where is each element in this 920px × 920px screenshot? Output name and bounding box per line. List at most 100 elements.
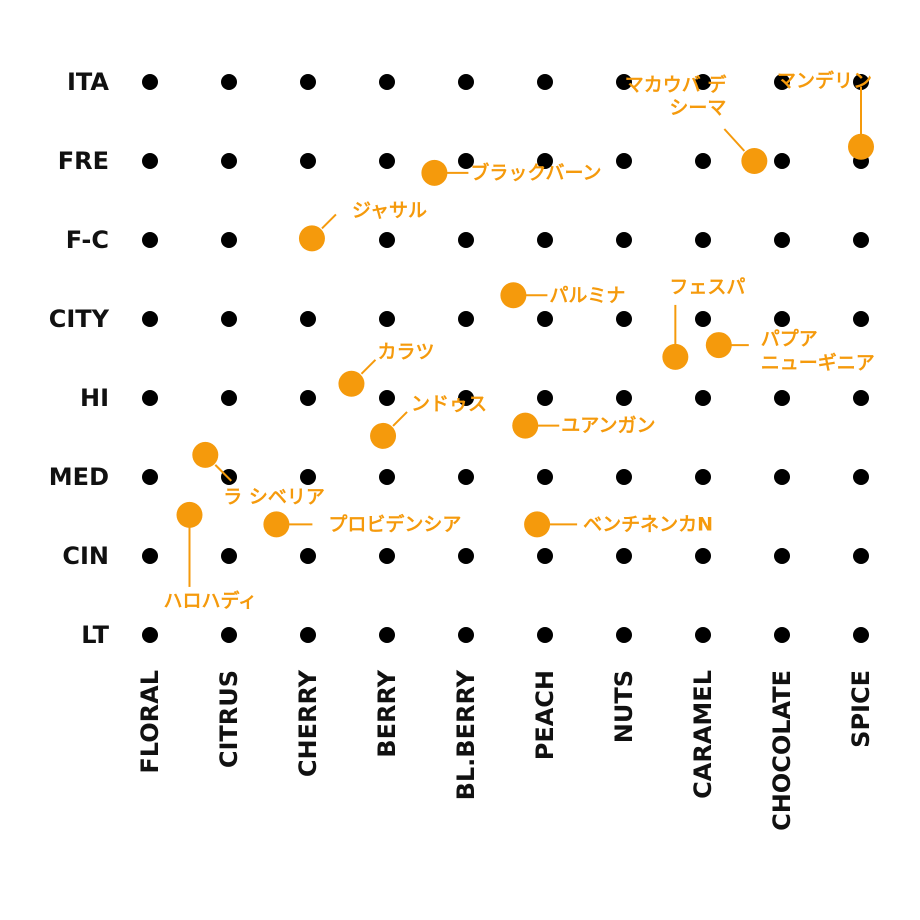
data-label: ユアンガン [561,415,655,437]
y-tick-label: F-C [66,226,109,254]
data-point-group: パプアニューギニア [705,327,875,374]
data-point-group: カラツ [338,341,434,397]
grid-dot [221,311,237,327]
data-label-line: シーマ [669,97,726,119]
x-tick-label: CITRUS [215,670,243,768]
leader-line [360,359,377,375]
grid-dot [695,390,711,406]
data-point [848,133,874,160]
data-point [741,148,768,174]
data-point-group: ブラックバーン [421,159,602,186]
grid-dot [774,469,790,485]
leader-line [723,128,746,152]
grid-dot [774,311,790,327]
grid-dots [142,74,869,643]
x-tick-label: FLORAL [136,670,164,774]
leader-line [392,411,408,427]
data-label: プロビデンシア [328,512,461,535]
data-label: マカウバ デシーマ [625,73,728,119]
grid-dot [458,153,474,169]
data-point-group: マンデリン [777,69,874,160]
x-tick-label: SPICE [847,670,875,748]
grid-dot [853,311,869,327]
grid-dot [458,627,474,643]
grid-dot [537,153,553,169]
grid-dot [616,153,632,169]
data-label-line: パプア [761,327,818,350]
grid-dot [616,74,632,90]
grid-dot [379,627,395,643]
grid-dot [537,232,553,248]
grid-dot [695,232,711,248]
grid-dot [221,153,237,169]
data-point [524,511,551,538]
y-tick-label: CITY [49,305,110,333]
data-label: ンドゥス [411,393,487,415]
grid-dot [142,74,158,90]
data-point [421,159,448,186]
data-point-group: パルミナ [500,282,625,309]
data-label: ジャサル [352,199,427,221]
grid-dot [379,469,395,485]
data-point [176,501,203,528]
y-axis-labels: ITA FRE F-C CITY HI MED CIN LT [49,68,110,649]
grid-dot [142,153,158,169]
grid-dot [774,390,790,406]
grid-dot [221,627,237,643]
grid-dot [695,153,711,169]
grid-dot [221,74,237,90]
grid-dot [537,390,553,406]
data-label: ラ シベリア [223,486,325,508]
x-tick-label: CARAMEL [689,670,717,799]
grid-dot [379,548,395,564]
data-label-line: ニューギニア [761,352,875,374]
grid-dot [142,311,158,327]
grid-dot [379,153,395,169]
grid-dot [616,232,632,248]
data-point [662,343,689,370]
grid-dot [221,548,237,564]
grid-dot [774,153,790,169]
data-label: パルミナ [549,284,625,306]
grid-dot [300,627,316,643]
grid-dot [142,469,158,485]
grid-dot [616,469,632,485]
grid-dot [142,627,158,643]
data-point-group: ンドゥス [370,393,487,449]
grid-dot [853,74,869,90]
grid-dot [616,390,632,406]
data-label: ブラックバーン [470,161,601,184]
y-tick-label: FRE [58,147,109,175]
x-tick-label: CHERRY [294,669,322,777]
grid-dot [774,74,790,90]
grid-dot [142,548,158,564]
grid-dot [300,74,316,90]
grid-dot [300,153,316,169]
grid-dot [458,232,474,248]
grid-dot [537,627,553,643]
data-point-group: ジャサル [298,199,427,252]
data-label: フェスパ [669,276,745,298]
y-tick-label: LT [81,621,109,649]
grid-dot [695,627,711,643]
grid-dot [695,74,711,90]
grid-dot [379,74,395,90]
grid-dot [537,311,553,327]
grid-dot [458,390,474,406]
leader-line [321,213,337,230]
grid-dot [379,390,395,406]
grid-dot [695,469,711,485]
data-point [263,511,290,538]
data-label: パプアニューギニア [761,327,875,374]
grid-dot [774,548,790,564]
x-tick-label: CHOCOLATE [768,670,796,831]
grid-dot [616,311,632,327]
data-point [705,332,732,359]
grid-dot [774,232,790,248]
grid-dot [537,469,553,485]
grid-dot [616,627,632,643]
grid-dot [458,74,474,90]
data-point [298,225,325,252]
